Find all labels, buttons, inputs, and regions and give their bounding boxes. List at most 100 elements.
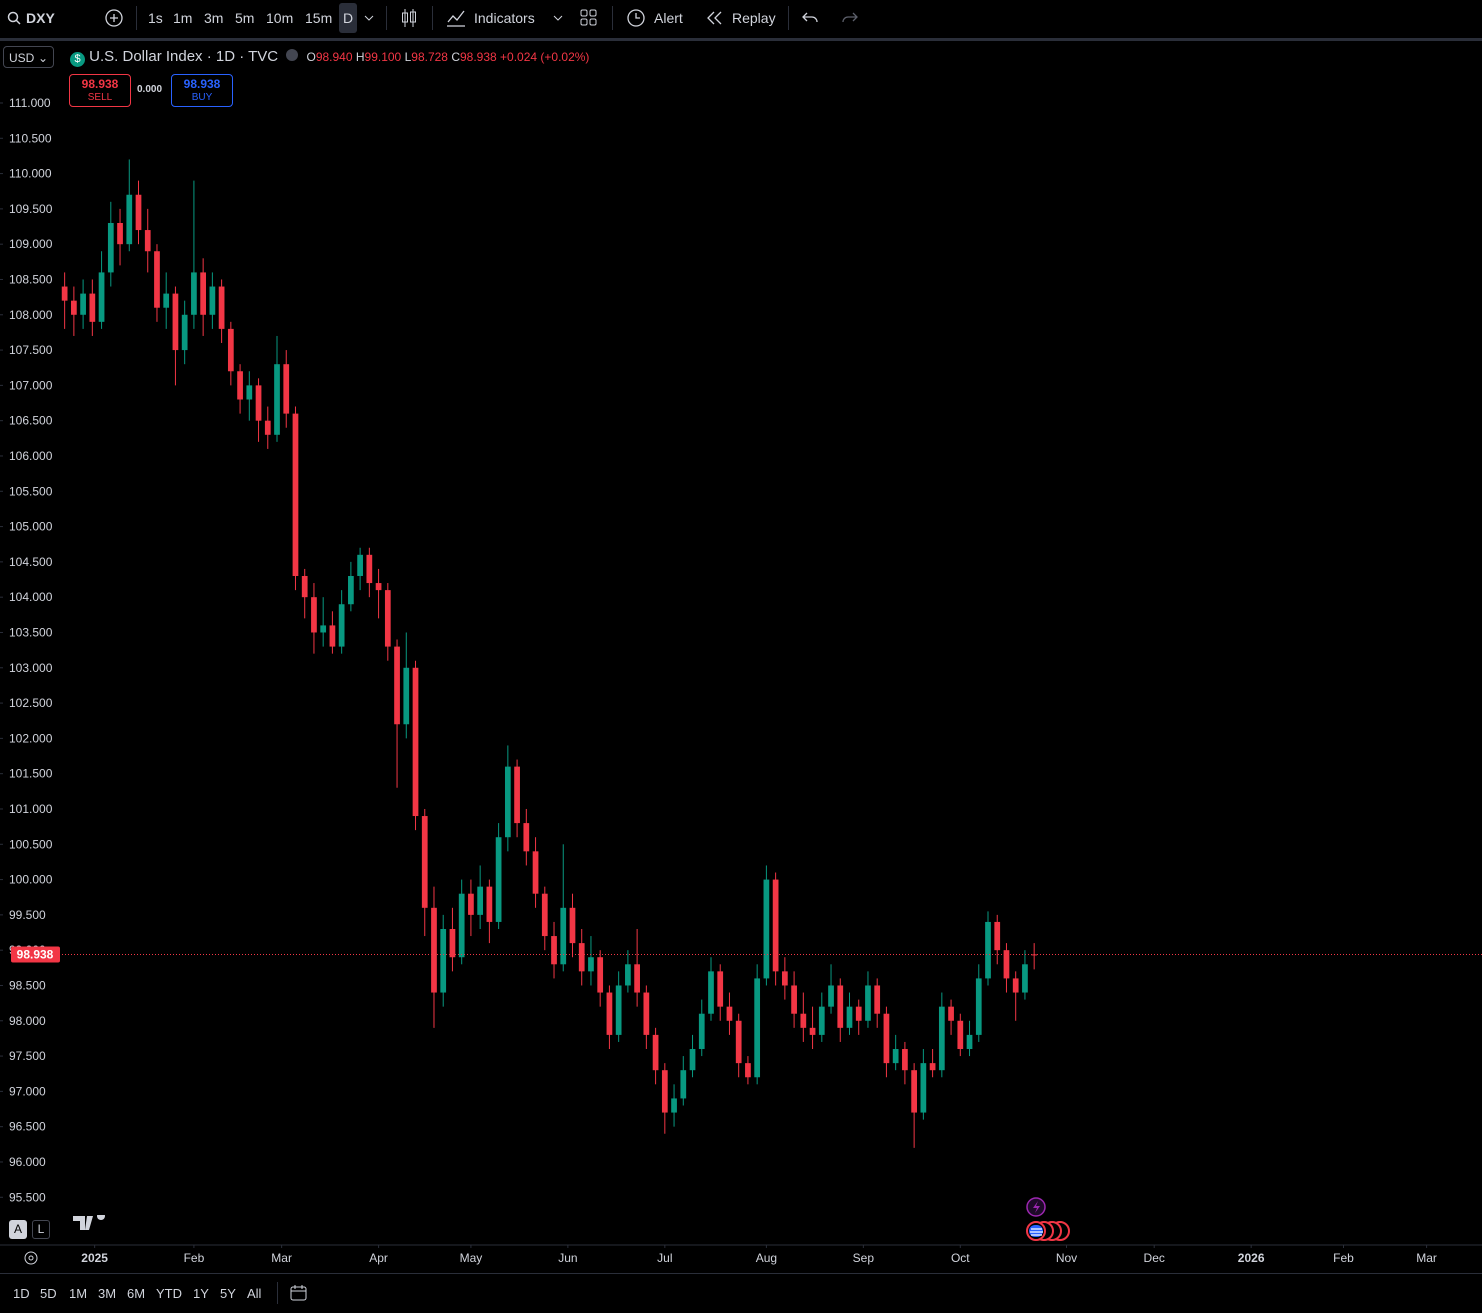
replay[interactable]: Replay <box>732 10 776 26</box>
chevron: ⌄ <box>37 51 48 65</box>
candle-body <box>172 293 179 351</box>
y-tick-label: 101.500 <box>9 767 53 781</box>
candle-body <box>837 985 844 1028</box>
auto-scale[interactable]: A <box>9 1220 27 1239</box>
divider <box>612 6 613 30</box>
y-tick-label: 102.000 <box>9 731 53 745</box>
candle-body <box>606 992 613 1035</box>
symbol[interactable]: DXY <box>26 10 55 26</box>
y-tick-label: 109.000 <box>9 237 53 251</box>
indicators[interactable]: Indicators <box>474 10 535 26</box>
interval-active[interactable]: D <box>339 3 358 33</box>
candle-body <box>163 293 170 308</box>
candle-body <box>588 957 594 972</box>
buy-button[interactable]: 98.938 BUY <box>171 74 233 107</box>
interval[interactable]: 5m <box>235 10 255 26</box>
candle-body <box>375 583 382 591</box>
candle-body <box>255 385 262 421</box>
candle-body <box>523 823 530 852</box>
candle-body <box>791 985 797 1014</box>
candle-body <box>1003 950 1010 979</box>
interval[interactable]: 1m <box>173 10 193 26</box>
alert-icon[interactable] <box>625 7 647 29</box>
candle-body <box>966 1034 973 1050</box>
candle-body <box>449 928 456 958</box>
candle-body <box>708 971 714 1014</box>
ohlc-key: C <box>451 50 460 64</box>
x-tick-label: Jun <box>558 1251 577 1265</box>
ohlc-key: L <box>404 50 412 64</box>
candle-body <box>615 985 622 1035</box>
candle-body <box>384 590 391 647</box>
y-tick-label: 110.500 <box>9 131 52 145</box>
x-tick-label: Mar <box>271 1251 292 1265</box>
add-symbol[interactable] <box>104 8 124 28</box>
divider <box>432 6 433 30</box>
sell-button[interactable]: 98.938 SELL <box>69 74 131 107</box>
candle-body <box>800 1013 807 1028</box>
candle-icon[interactable] <box>400 8 418 28</box>
candle-body <box>144 230 151 252</box>
candle-body <box>643 992 650 1035</box>
range[interactable]: 5D <box>40 1286 57 1301</box>
candle-body <box>107 222 114 273</box>
settings-icon <box>24 1251 38 1265</box>
ohlc-key: H <box>355 50 365 64</box>
toolbar: DXY 1s 1m 3m 5m 10m 15m D Indicators Ale… <box>0 0 1482 36</box>
divider <box>277 1282 278 1304</box>
range[interactable]: 1Y <box>193 1286 209 1301</box>
legend: $ U.S. Dollar Index · 1D · TVC O98.940 H… <box>70 48 589 67</box>
candle-body <box>477 886 484 915</box>
candle-body <box>421 816 428 908</box>
replay-icon[interactable] <box>706 11 724 25</box>
candle-body <box>237 371 243 400</box>
candle-body <box>348 575 354 605</box>
date-range-icon[interactable] <box>289 1283 309 1303</box>
range[interactable]: All <box>247 1286 262 1301</box>
range[interactable]: 1D <box>13 1286 30 1301</box>
range[interactable]: YTD <box>156 1286 182 1301</box>
candle-body <box>772 879 779 972</box>
chevron[interactable] <box>553 13 563 23</box>
chevron[interactable] <box>364 13 374 23</box>
candle-body <box>902 1049 908 1071</box>
candle-body <box>892 1049 899 1064</box>
candle-body <box>948 1006 954 1021</box>
candle-body <box>181 314 188 351</box>
interval[interactable]: 3m <box>204 10 224 26</box>
candle-body <box>957 1020 964 1050</box>
redo[interactable] <box>840 11 858 25</box>
candle-body <box>403 667 410 725</box>
candle-body <box>745 1063 751 1078</box>
interval[interactable]: 15m <box>305 10 333 26</box>
indicators-icon[interactable] <box>446 9 466 27</box>
interval[interactable]: 1s <box>148 10 163 26</box>
candle-body <box>394 646 400 725</box>
range[interactable]: 3M <box>98 1286 117 1301</box>
candle-body <box>1022 964 1028 993</box>
candle-body <box>809 1027 816 1035</box>
candle-body <box>154 251 160 308</box>
ohlc-value: 99.100 <box>364 50 402 64</box>
candle-body <box>504 766 511 838</box>
candle-body <box>911 1070 917 1113</box>
x-tick-label: 2025 <box>81 1251 108 1265</box>
interval[interactable]: 10m <box>266 10 294 26</box>
range[interactable]: 1M <box>69 1286 88 1301</box>
candle-body <box>264 420 271 435</box>
layout-icon[interactable] <box>580 9 598 27</box>
candle-body <box>551 936 557 965</box>
y-tick-label: 101.000 <box>9 802 53 816</box>
range[interactable]: 6M <box>127 1286 146 1301</box>
candle-body <box>1012 978 1019 993</box>
candle-body <box>865 985 871 1021</box>
y-tick-label: 102.500 <box>9 696 53 710</box>
undo[interactable] <box>802 11 820 25</box>
range[interactable]: 5Y <box>220 1286 236 1301</box>
alert[interactable]: Alert <box>654 10 683 26</box>
currency: USD <box>9 51 35 65</box>
candle-body <box>98 272 105 322</box>
currency-select[interactable]: USD ⌄ <box>3 46 54 68</box>
log-scale[interactable]: L <box>32 1220 50 1239</box>
x-tick-label: Feb <box>1333 1251 1354 1265</box>
